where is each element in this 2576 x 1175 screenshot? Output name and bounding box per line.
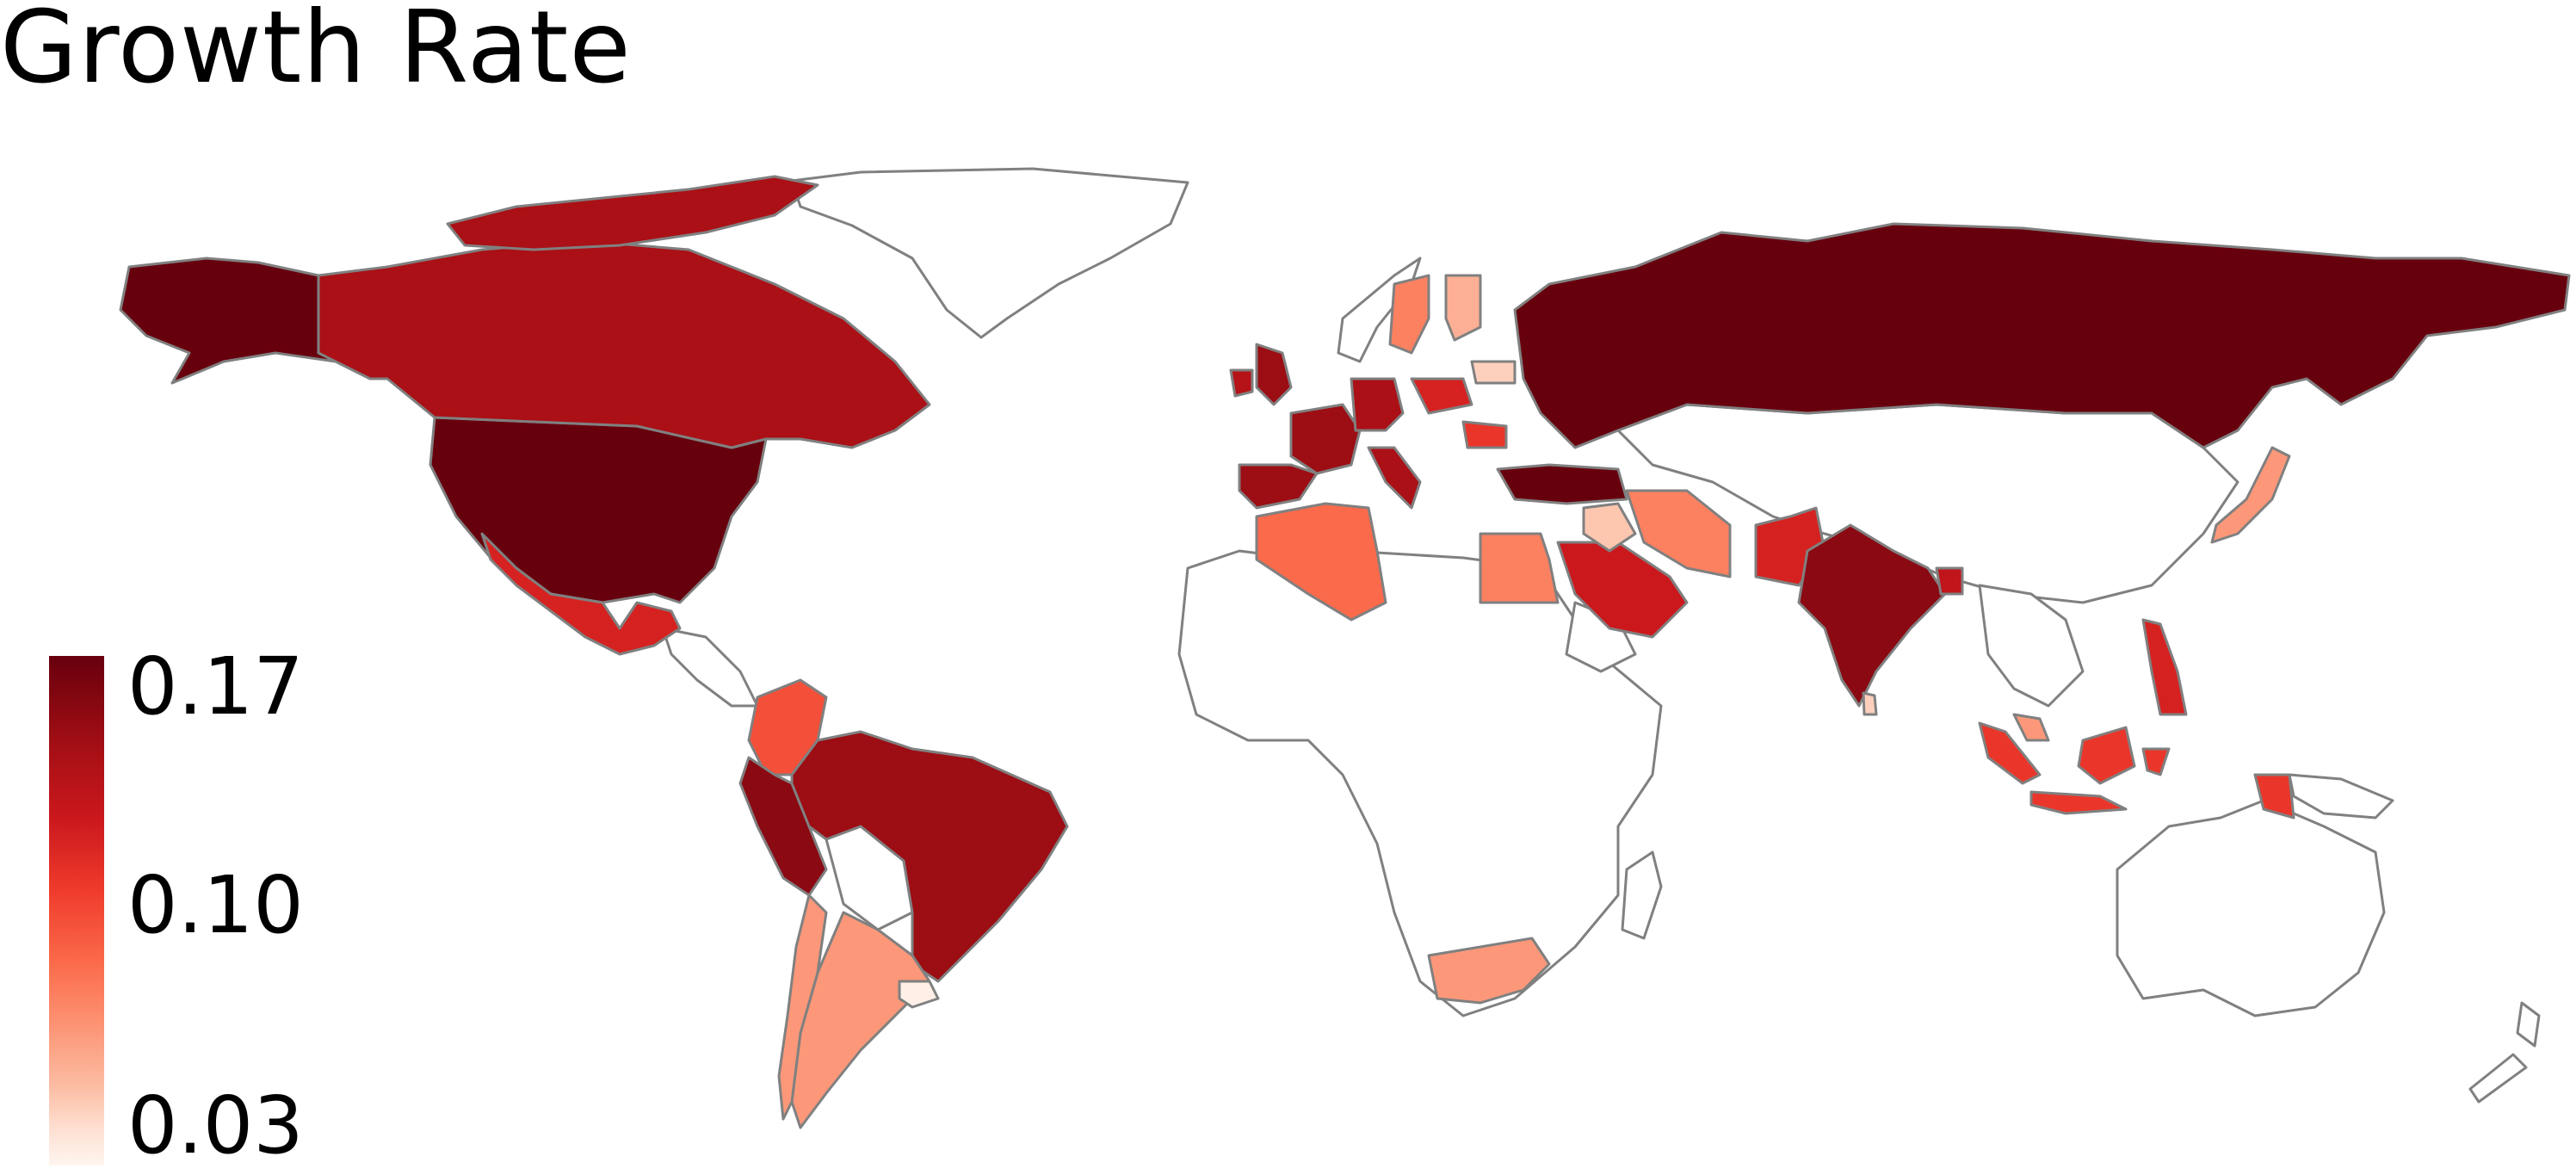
region-indonesia-papua	[2253, 773, 2295, 819]
region-turkey	[1496, 463, 1628, 505]
region-uk	[1255, 343, 1293, 406]
region-indonesia-sumatra	[1978, 721, 2042, 785]
region-philippines	[2141, 618, 2188, 716]
region-bangladesh	[1935, 566, 1964, 596]
colorbar-tick-max: 0.17	[127, 640, 304, 733]
colorbar-tick-mid: 0.10	[127, 859, 304, 951]
colorbar-tick-min: 0.03	[127, 1079, 304, 1172]
region-central-america	[661, 627, 759, 708]
region-nz-north	[2516, 1001, 2541, 1048]
region-indonesia-borneo	[2077, 726, 2136, 785]
region-mexico	[480, 532, 682, 656]
region-romania	[1461, 420, 1508, 449]
region-uruguay	[898, 980, 940, 1009]
region-russia	[1513, 222, 2571, 449]
region-greenland	[790, 167, 1189, 339]
region-southeast-asia	[1978, 584, 2085, 708]
region-saudi-arabia	[1556, 541, 1689, 639]
region-peru	[738, 756, 828, 897]
map-title: Growth Rate	[0, 0, 632, 106]
region-iraq	[1582, 502, 1637, 553]
region-italy	[1367, 446, 1422, 510]
region-australia	[2116, 799, 2386, 1017]
region-madagascar	[1621, 850, 1663, 940]
region-canada	[317, 239, 931, 449]
region-africa	[1177, 549, 1663, 1017]
region-nz-south	[2468, 1053, 2528, 1104]
choropleth-regions	[119, 175, 2571, 1129]
region-egypt	[1479, 532, 1560, 604]
region-malaysia	[2012, 713, 2050, 742]
colorbar	[49, 656, 104, 1166]
region-ireland	[1229, 368, 1254, 398]
no-data-land	[661, 167, 2541, 1104]
region-finland	[1444, 274, 1482, 342]
region-belarus	[1470, 360, 1517, 385]
region-new-guinea	[2288, 773, 2394, 819]
region-alaska	[119, 257, 372, 385]
region-germany	[1350, 377, 1405, 432]
region-south-africa	[1427, 937, 1551, 1005]
region-india	[1797, 523, 1947, 708]
region-poland	[1410, 377, 1473, 415]
region-japan	[2210, 446, 2291, 544]
region-canada-islands	[446, 175, 819, 251]
region-spain	[1238, 463, 1319, 510]
region-indonesia-sulawesi	[2141, 747, 2171, 776]
region-algeria	[1255, 502, 1387, 622]
region-iran	[1625, 489, 1732, 578]
region-indonesia-java	[2029, 790, 2128, 815]
region-france	[1289, 403, 1362, 475]
region-chile	[777, 894, 828, 1121]
region-brazil	[790, 730, 1069, 983]
region-sri-lanka	[1862, 691, 1878, 716]
region-sweden	[1388, 274, 1430, 355]
